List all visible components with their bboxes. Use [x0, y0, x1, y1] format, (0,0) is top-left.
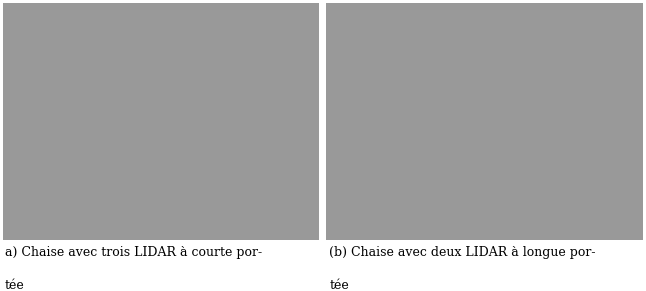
Text: a) Chaise avec trois LIDAR à courte por-: a) Chaise avec trois LIDAR à courte por-	[5, 246, 262, 259]
Text: tée: tée	[329, 279, 349, 291]
Text: (b) Chaise avec deux LIDAR à longue por-: (b) Chaise avec deux LIDAR à longue por-	[329, 246, 596, 259]
Text: tée: tée	[5, 279, 25, 291]
